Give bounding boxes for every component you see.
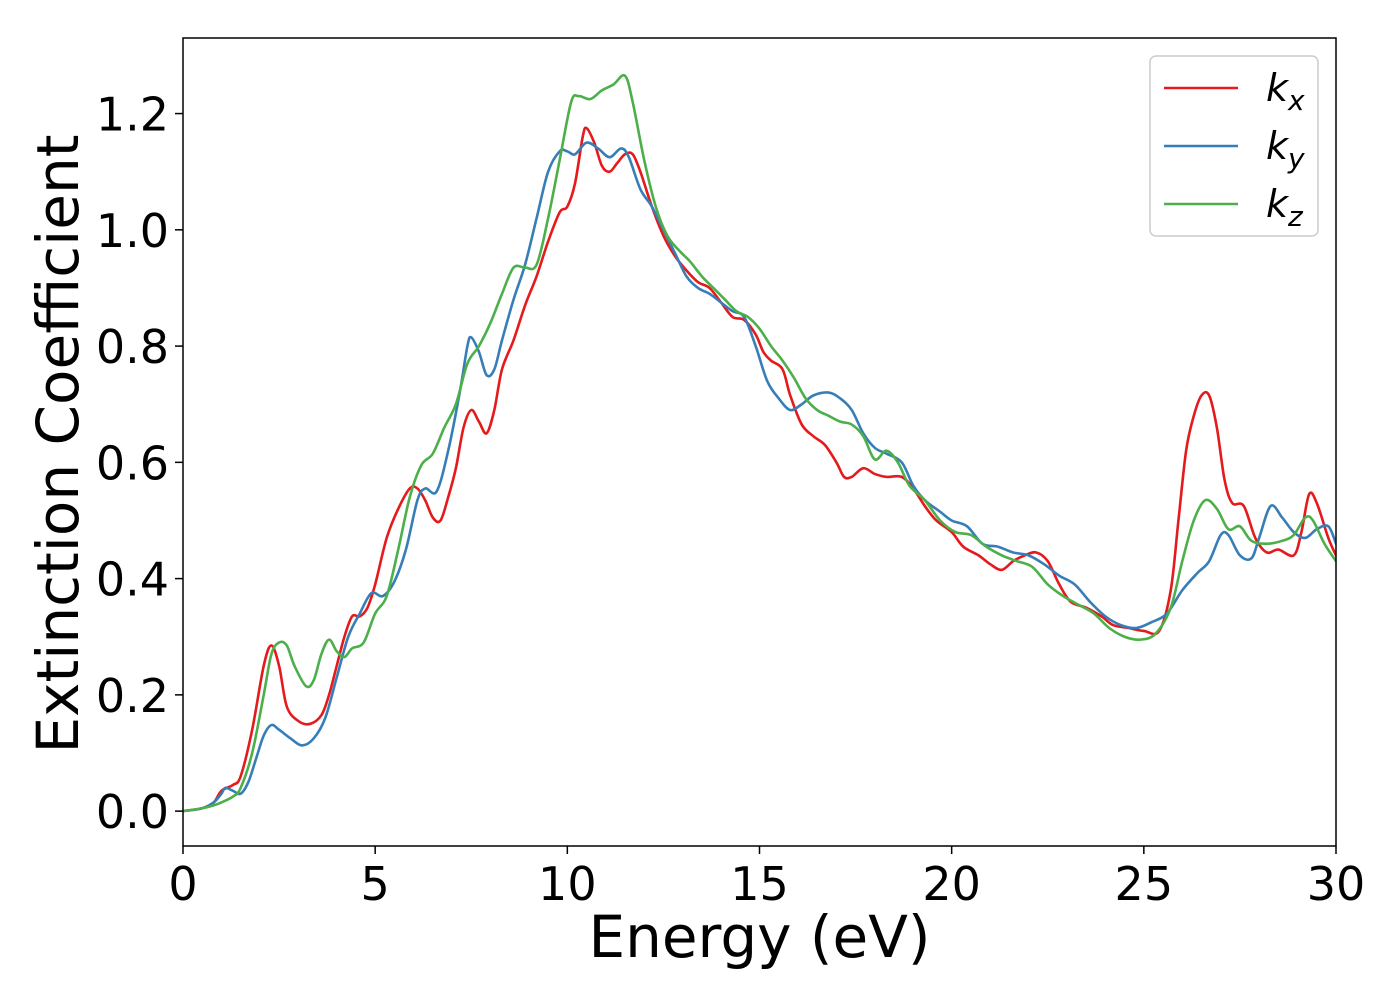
y-tick-label: 0.2 — [96, 669, 169, 723]
x-tick-label: 10 — [538, 857, 597, 911]
x-tick-label: 30 — [1307, 857, 1366, 911]
x-tick-label: 20 — [922, 857, 981, 911]
y-tick-label: 0.8 — [96, 320, 169, 374]
series-line-k-y — [183, 141, 1336, 813]
y-tick-label: 0.0 — [96, 785, 169, 839]
legend-label: kz — [1266, 182, 1304, 233]
y-axis-ticks: 0.0 0.2 0.4 0.6 0.8 1.0 1.2 — [96, 88, 183, 839]
x-tick-label: 25 — [1115, 857, 1174, 911]
y-axis-title: Extinction Coefficient — [24, 135, 92, 754]
y-tick-label: 0.6 — [96, 436, 169, 490]
y-tick-label: 1.0 — [96, 204, 169, 258]
legend-label: kx — [1266, 66, 1305, 117]
series-line-k-z — [183, 73, 1336, 813]
y-tick-label: 1.2 — [96, 88, 169, 142]
y-tick-label: 0.4 — [96, 553, 169, 607]
x-axis-ticks: 0 5 10 15 20 25 30 — [168, 846, 1365, 911]
x-axis-title: Energy (eV) — [588, 903, 930, 971]
legend-label: ky — [1266, 124, 1305, 175]
series-layer — [183, 73, 1336, 813]
x-tick-label: 5 — [361, 857, 390, 911]
legend: kx ky kz — [1149, 55, 1319, 237]
x-tick-label: 0 — [168, 857, 197, 911]
x-tick-label: 15 — [730, 857, 789, 911]
